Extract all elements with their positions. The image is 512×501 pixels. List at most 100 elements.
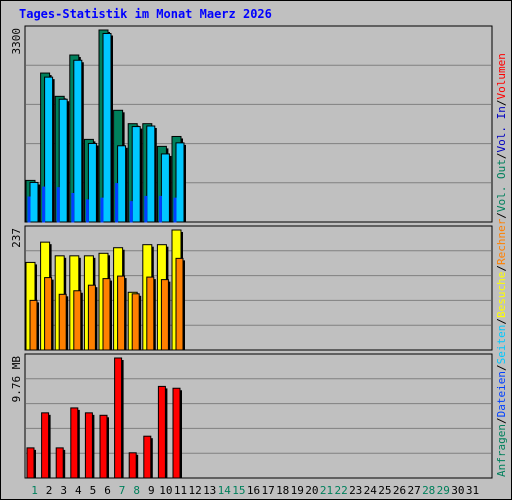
- bar-body: [102, 278, 111, 351]
- bar-seiten: [175, 142, 186, 223]
- bar-body: [29, 181, 39, 223]
- bar-body: [73, 290, 82, 351]
- bar-body: [58, 293, 67, 351]
- day-label-21: 21: [320, 484, 333, 497]
- day-group-8: [127, 291, 142, 351]
- day-label-7: 7: [119, 484, 126, 497]
- bar-rechner: [102, 278, 112, 351]
- day-label-11: 11: [174, 484, 187, 497]
- y-max-label-visits: 237: [10, 228, 23, 248]
- day-label-15: 15: [232, 484, 245, 497]
- day-group-4: [69, 255, 83, 351]
- day-group-2: [40, 241, 54, 351]
- day-label-28: 28: [422, 484, 435, 497]
- bar-volumen-5: [84, 412, 95, 479]
- day-group-11: [171, 135, 186, 223]
- day-group-3: [54, 255, 69, 351]
- day-group-5: [83, 255, 98, 351]
- bar-body: [99, 414, 108, 479]
- bar-dateien: [144, 195, 148, 223]
- legend-item: /: [495, 364, 508, 371]
- bar-body: [128, 452, 137, 479]
- bar-body: [87, 142, 97, 223]
- day-group-3: [54, 95, 70, 223]
- bar-seiten: [44, 76, 55, 223]
- day-label-9: 9: [148, 484, 155, 497]
- legend-item: /: [495, 152, 508, 159]
- day-label-26: 26: [393, 484, 406, 497]
- plot-area: [24, 353, 493, 479]
- bar-volumen-6: [99, 414, 109, 479]
- legend-item: /: [495, 417, 508, 424]
- legend-item: /: [495, 318, 508, 325]
- bar-body: [146, 276, 155, 351]
- day-label-22: 22: [334, 484, 347, 497]
- bar-body: [146, 125, 156, 223]
- chart-title: Tages-Statistik im Monat Maerz 2026: [19, 7, 272, 21]
- bar-body: [172, 387, 181, 479]
- bar-volumen-3: [55, 447, 66, 479]
- day-label-5: 5: [90, 484, 97, 497]
- day-group-7: [113, 247, 127, 351]
- bar-rechner: [29, 299, 39, 351]
- day-label-23: 23: [349, 484, 362, 497]
- right-legend: Anfragen/Dateien/Seiten/Besuche/Rechner/…: [495, 53, 508, 477]
- legend-item: Vol. In: [495, 106, 508, 152]
- bar-body: [44, 76, 54, 223]
- day-label-6: 6: [104, 484, 111, 497]
- bar-body: [29, 299, 38, 351]
- bar-dateien: [173, 197, 177, 223]
- day-label-18: 18: [276, 484, 289, 497]
- bar-body: [55, 447, 64, 479]
- bar-body: [84, 412, 93, 479]
- bar-body: [58, 98, 68, 223]
- legend-item: Rechner: [495, 218, 508, 265]
- day-group-11: [171, 229, 185, 351]
- bar-seiten: [87, 142, 99, 223]
- bar-body: [117, 275, 126, 351]
- day-group-1: [25, 261, 39, 351]
- bar-dateien: [85, 199, 89, 223]
- bar-dateien: [27, 196, 31, 223]
- bar-body: [131, 293, 140, 351]
- day-label-17: 17: [261, 484, 274, 497]
- day-label-10: 10: [159, 484, 172, 497]
- day-label-13: 13: [203, 484, 216, 497]
- bar-rechner: [131, 293, 142, 351]
- day-group-6: [98, 29, 113, 223]
- bar-rechner: [160, 279, 171, 351]
- day-group-6: [98, 252, 112, 351]
- bar-body: [87, 284, 96, 351]
- bar-seiten: [29, 181, 40, 223]
- day-label-1: 1: [31, 484, 38, 497]
- day-label-30: 30: [451, 484, 464, 497]
- day-label-20: 20: [305, 484, 318, 497]
- chart-panels: 3300 237 9.76 MB: [10, 25, 493, 479]
- bar-volumen-4: [70, 407, 80, 479]
- day-label-2: 2: [46, 484, 53, 497]
- bar-dateien: [129, 201, 133, 223]
- bar-rechner: [175, 257, 185, 351]
- bar-seiten: [117, 145, 128, 223]
- bar-rechner: [87, 284, 98, 351]
- bar-volumen-10: [157, 385, 168, 479]
- day-label-16: 16: [247, 484, 260, 497]
- bar-body: [175, 142, 185, 223]
- legend-item: /: [495, 265, 508, 272]
- day-label-12: 12: [188, 484, 201, 497]
- day-label-24: 24: [364, 484, 378, 497]
- day-group-10: [156, 244, 171, 351]
- day-group-5: [83, 138, 99, 223]
- bar-seiten: [160, 153, 172, 223]
- bar-volumen-9: [143, 435, 153, 479]
- bar-body: [114, 357, 123, 479]
- bar-body: [73, 59, 83, 223]
- bar-dateien: [100, 197, 104, 223]
- day-label-31: 31: [466, 484, 479, 497]
- day-group-1: [25, 179, 40, 223]
- legend-item: Anfragen: [495, 424, 508, 477]
- day-axis-labels: 1 2 3 4 5 6 7 8 9 10 11 12 13 14 15 16 17 18 19 20 21 22 23 24 2…: [31, 484, 479, 497]
- bar-rechner: [58, 293, 69, 351]
